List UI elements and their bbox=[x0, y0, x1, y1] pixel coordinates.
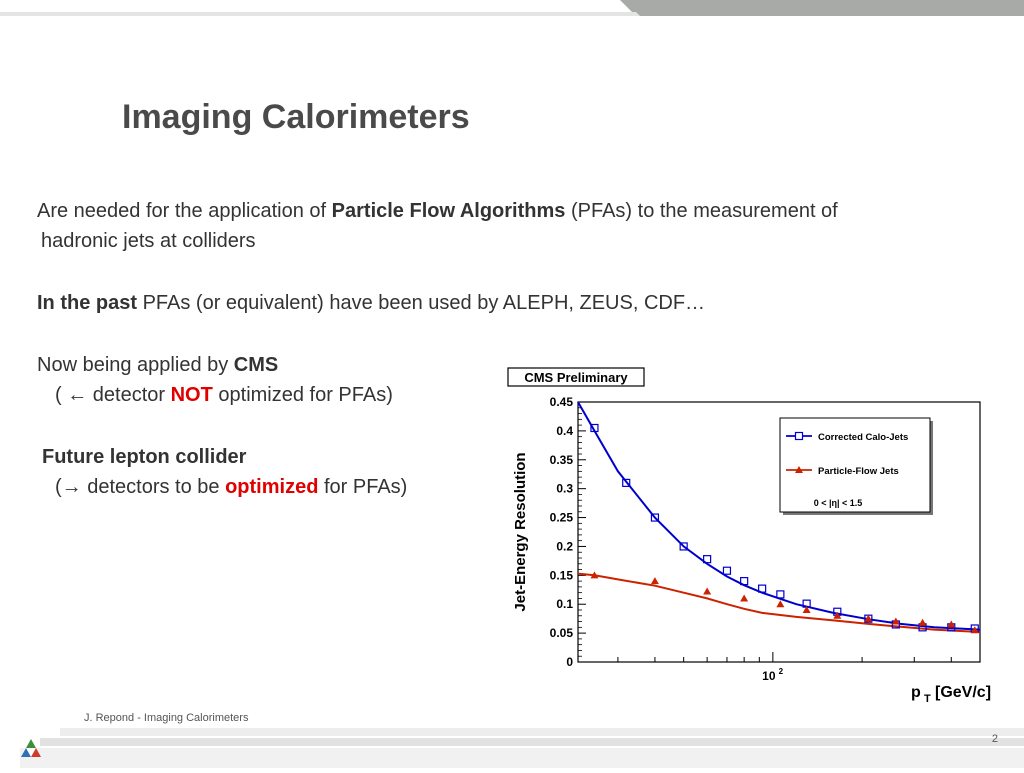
text-span: hadronic jets at colliders bbox=[41, 230, 256, 252]
data-point-calo-jets bbox=[758, 584, 767, 593]
data-point-pf-jets bbox=[740, 594, 749, 602]
data-point-calo-jets bbox=[590, 423, 599, 433]
data-point-pf-jets bbox=[833, 611, 842, 619]
y-tick-label: 0.1 bbox=[556, 597, 573, 611]
text-span: ( ← detector bbox=[55, 384, 171, 406]
emphasis-text: NOT bbox=[170, 384, 213, 406]
chart-svg: 0 0.05 0.1 0.15 0.2 0.25 0.3 0.35 0.4 0.45 10 2 p T [G… bbox=[507, 367, 991, 705]
slide-body: Are needed for the application of Partic… bbox=[37, 196, 977, 502]
y-tick-label: 0.2 bbox=[556, 539, 573, 553]
legend-marker-triangle bbox=[795, 466, 803, 473]
x-axis-label-subscript: T bbox=[924, 693, 931, 705]
data-point-pf-jets bbox=[918, 618, 927, 626]
data-point-calo-jets bbox=[622, 478, 631, 487]
x-axis-label: p bbox=[911, 684, 921, 701]
bold-text: Particle Flow Algorithms bbox=[331, 200, 566, 222]
resolution-chart: 0 0.05 0.1 0.15 0.2 0.25 0.3 0.35 0.4 0.45 10 2 p T [G… bbox=[498, 362, 1002, 712]
text-span: (PFAs) to the measurement of bbox=[565, 200, 838, 222]
y-tick-label: 0.4 bbox=[556, 424, 573, 438]
text-span: Are needed for the application of bbox=[37, 200, 332, 222]
eta-range-annotation: 0 < |η| < 1.5 bbox=[814, 498, 863, 508]
legend-label: Corrected Calo-Jets bbox=[818, 432, 908, 443]
text-span: optimized for PFAs) bbox=[212, 384, 393, 406]
y-tick-label: 0.25 bbox=[550, 511, 574, 525]
data-point-calo-jets bbox=[650, 513, 660, 522]
slide-title: Imaging Calorimeters bbox=[122, 98, 470, 136]
paragraph-cms: Now being applied by CMS bbox=[37, 350, 977, 380]
triangle-logo-icon bbox=[20, 738, 42, 760]
y-tick-label: 0.35 bbox=[550, 453, 574, 467]
fit-curve-pf-jets bbox=[577, 572, 981, 633]
bold-text: Future lepton collider bbox=[42, 446, 247, 468]
legend-marker-square bbox=[794, 431, 804, 441]
footer-label: J. Repond - Imaging Calorimeters bbox=[84, 712, 249, 724]
data-point-pf-jets bbox=[947, 620, 956, 628]
x-tick-label-exponent: 2 bbox=[779, 667, 784, 676]
bold-text: CMS bbox=[233, 354, 279, 376]
emphasis-text: optimized bbox=[225, 476, 319, 498]
y-tick-label: 0.05 bbox=[550, 626, 574, 640]
bold-text: In the past bbox=[37, 292, 138, 314]
footer-band bbox=[0, 722, 1024, 768]
paragraph-future: Future lepton collider bbox=[37, 442, 977, 472]
data-point-calo-jets bbox=[740, 577, 749, 586]
data-point-pf-jets bbox=[703, 587, 712, 595]
x-tick-label-base: 10 bbox=[762, 669, 776, 683]
data-point-pf-jets bbox=[590, 571, 599, 579]
data-point-pf-jets bbox=[864, 614, 873, 622]
y-tick-label: 0 bbox=[566, 655, 573, 669]
data-point-pf-jets bbox=[776, 600, 785, 608]
data-point-pf-jets bbox=[650, 577, 659, 585]
data-point-calo-jets bbox=[679, 542, 688, 551]
paragraph-future-note: (→ detectors to be optimized for PFAs) bbox=[37, 472, 977, 502]
top-decorative-band bbox=[0, 0, 1024, 16]
paragraph-pfa: Are needed for the application of Partic… bbox=[37, 196, 977, 226]
text-span: PFAs (or equivalent) have been used by A… bbox=[137, 292, 706, 314]
text-span: (→ detectors to be bbox=[55, 476, 226, 498]
x-axis-label-unit: [GeV/c] bbox=[935, 684, 991, 701]
data-point-calo-jets bbox=[776, 590, 785, 599]
paragraph-pfa-cont: hadronic jets at colliders bbox=[37, 226, 977, 256]
data-point-pf-jets bbox=[970, 626, 979, 634]
data-point-pf-jets bbox=[802, 606, 811, 613]
y-tick-label: 0.45 bbox=[550, 395, 574, 409]
chart-title: CMS Preliminary bbox=[524, 370, 628, 385]
data-point-calo-jets bbox=[722, 566, 732, 575]
legend-box bbox=[779, 417, 931, 513]
paragraph-past: In the past PFAs (or equivalent) have be… bbox=[37, 288, 977, 318]
page-number: 2 bbox=[991, 733, 998, 745]
paragraph-cms-note: ( ← detector NOT optimized for PFAs) bbox=[37, 380, 977, 410]
y-axis-label: Jet-Energy Resolution bbox=[512, 452, 529, 611]
legend-label: Particle-Flow Jets bbox=[818, 466, 899, 477]
data-point-pf-jets bbox=[891, 617, 900, 625]
y-tick-label: 0.3 bbox=[556, 482, 573, 496]
y-tick-label: 0.15 bbox=[550, 568, 574, 582]
text-span: Now being applied by bbox=[37, 354, 234, 376]
data-point-calo-jets bbox=[703, 555, 712, 564]
text-span: for PFAs) bbox=[318, 476, 408, 498]
chart-title-box bbox=[507, 367, 645, 387]
